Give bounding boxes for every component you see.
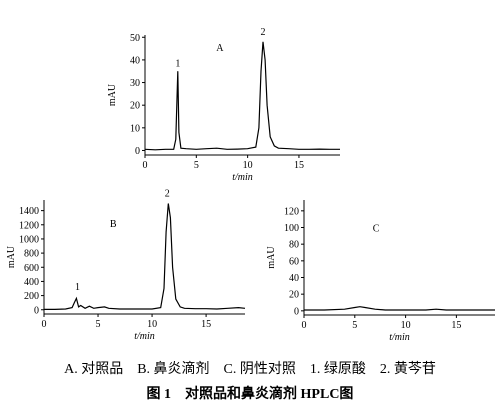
x-tick-label: 15: [201, 319, 211, 330]
x-tick-label: 10: [147, 319, 157, 330]
chromatogram-line: [144, 41, 340, 151]
x-tick-label: 15: [451, 320, 461, 331]
y-tick-label: 40: [130, 55, 140, 66]
y-tick-label: 600: [24, 263, 39, 274]
x-tick-label: 10: [243, 160, 253, 171]
y-tick-label: 0: [34, 305, 39, 316]
chromatogram-line: [304, 306, 495, 311]
x-axis-label: t/min: [389, 332, 410, 343]
x-tick-label: 5: [96, 319, 101, 330]
y-tick-label: 1200: [19, 220, 39, 231]
annotation: A: [216, 43, 224, 54]
y-tick-label: 10: [130, 123, 140, 134]
y-tick-label: 120: [284, 206, 299, 217]
annotation: B: [110, 219, 117, 230]
y-tick-label: 0: [135, 146, 140, 157]
caption: A. 对照品 B. 鼻炎滴剂 C. 阴性对照 1. 绿原酸 2. 黄芩苷: [64, 360, 436, 377]
y-tick-label: 100: [284, 223, 299, 234]
y-tick-label: 800: [24, 249, 39, 260]
y-tick-label: 200: [24, 291, 39, 302]
y-tick-label: 80: [289, 240, 299, 251]
x-tick-label: 0: [42, 319, 47, 330]
y-tick-label: 1400: [19, 206, 39, 217]
x-axis-label: t/min: [232, 172, 253, 183]
annotation: 1: [175, 59, 180, 70]
annotation: 2: [165, 188, 170, 199]
y-tick-label: 60: [289, 256, 299, 267]
y-tick-label: 50: [130, 33, 140, 44]
x-axis-label: t/min: [134, 331, 155, 342]
y-tick-label: 20: [130, 101, 140, 112]
x-tick-label: 10: [401, 320, 411, 331]
chromatogram-line: [44, 203, 246, 310]
y-axis-label: mAU: [6, 245, 17, 268]
annotation: C: [373, 224, 380, 235]
y-tick-label: 1000: [19, 234, 39, 245]
annotation: 2: [261, 27, 266, 38]
x-tick-label: 15: [294, 160, 304, 171]
x-tick-label: 5: [194, 160, 199, 171]
x-tick-label: 0: [302, 320, 307, 331]
y-axis-label: mAU: [266, 246, 277, 269]
y-tick-label: 0: [294, 306, 299, 317]
y-tick-label: 20: [289, 290, 299, 301]
figure-title: 图 1 对照品和鼻炎滴剂 HPLC图: [147, 385, 354, 402]
y-axis-label: mAU: [107, 83, 118, 106]
x-tick-label: 5: [352, 320, 357, 331]
y-tick-label: 40: [289, 273, 299, 284]
y-tick-label: 30: [130, 78, 140, 89]
x-tick-label: 0: [143, 160, 148, 171]
y-tick-label: 400: [24, 277, 39, 288]
annotation: 1: [75, 282, 80, 293]
